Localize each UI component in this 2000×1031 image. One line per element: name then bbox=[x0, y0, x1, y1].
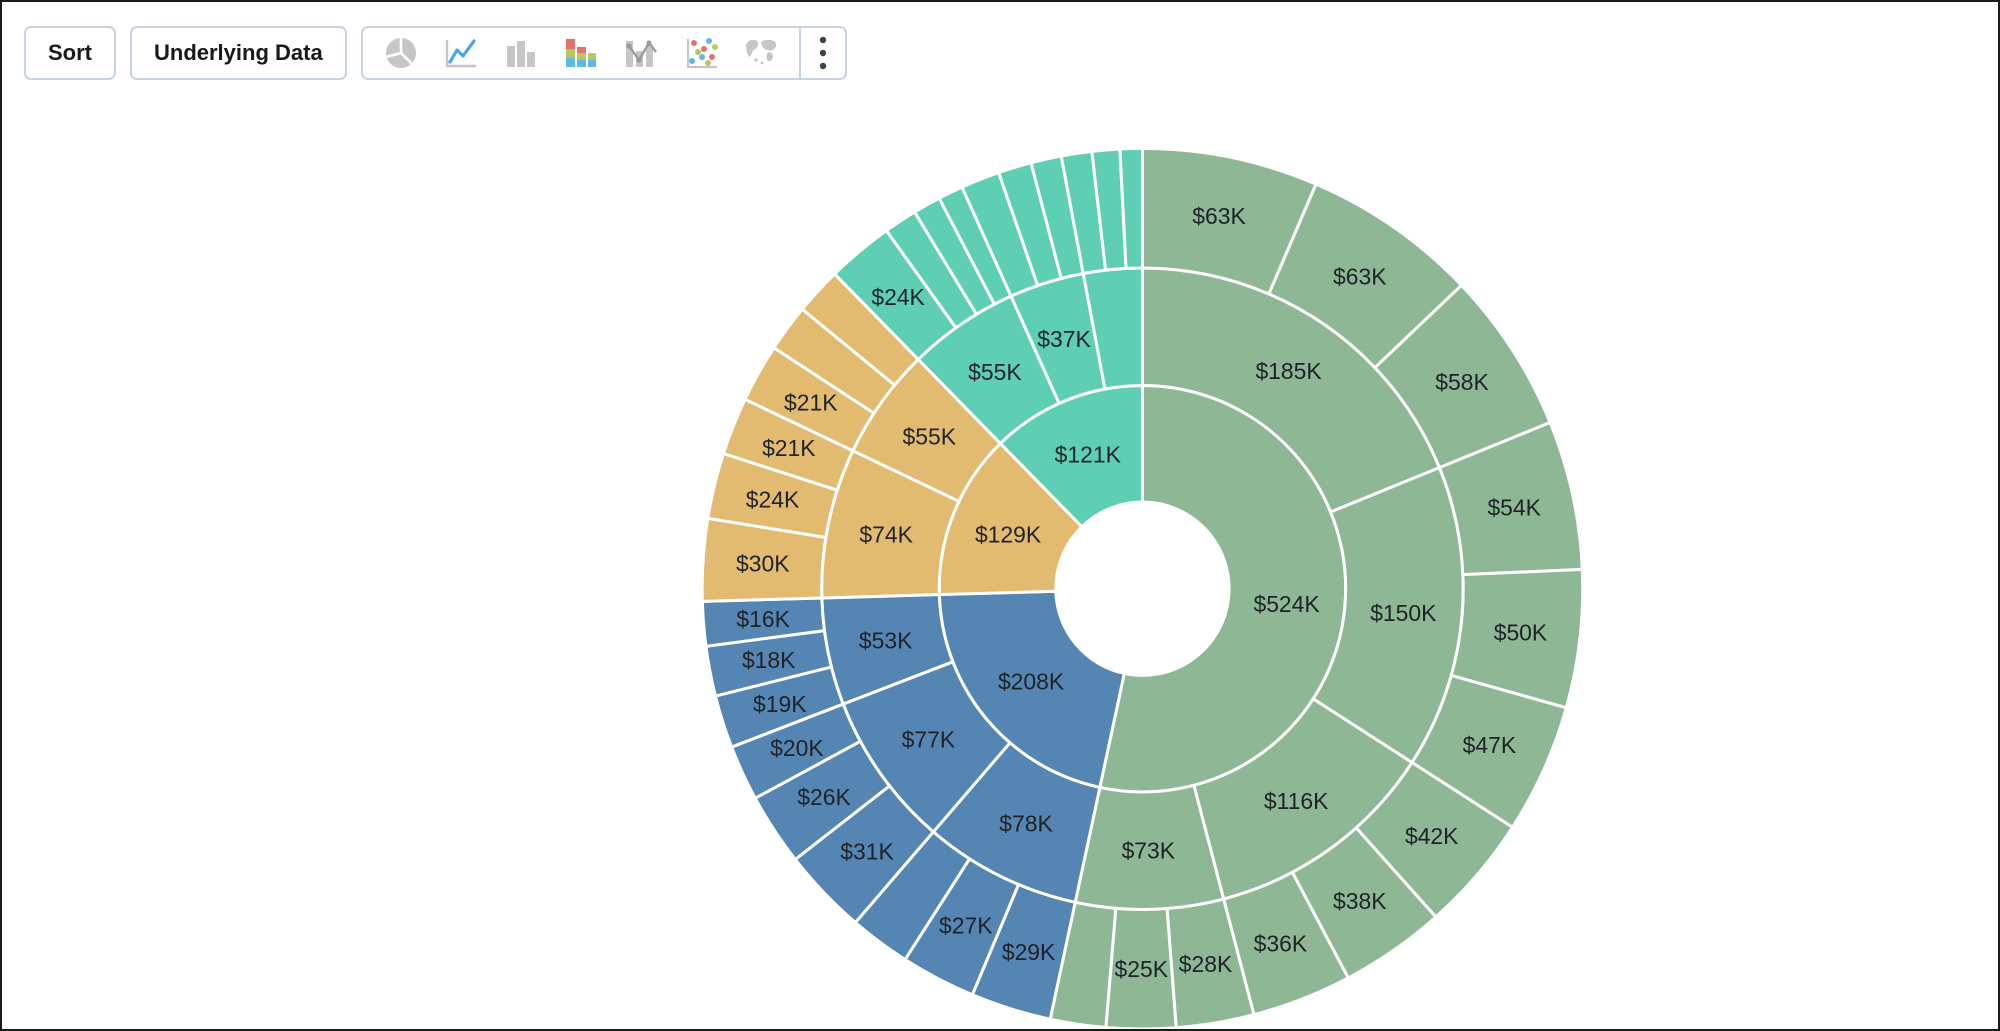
pie-chart-button[interactable] bbox=[379, 31, 423, 75]
scatter-plot-button[interactable] bbox=[679, 31, 723, 75]
scatter-plot-icon bbox=[686, 38, 718, 69]
toolbar: Sort Underlying Data bbox=[24, 26, 847, 80]
map-icon bbox=[745, 39, 776, 65]
stacked-column-chart-button[interactable] bbox=[559, 31, 603, 75]
bar-line-chart-icon bbox=[625, 40, 657, 67]
column-chart-icon bbox=[506, 41, 535, 67]
line-chart-button[interactable] bbox=[439, 31, 483, 75]
chart-type-switcher bbox=[360, 26, 847, 80]
pie-chart-icon bbox=[385, 38, 416, 68]
more-options-button[interactable] bbox=[798, 28, 845, 78]
stacked-column-chart-icon bbox=[565, 39, 596, 67]
chart-type-icon-row bbox=[363, 28, 799, 78]
map-button[interactable] bbox=[739, 31, 783, 75]
sunburst-slice-level3[interactable] bbox=[1104, 906, 1178, 1029]
column-chart-button[interactable] bbox=[499, 31, 543, 75]
sunburst-slice-level3[interactable] bbox=[1118, 146, 1144, 270]
bar-line-chart-button[interactable] bbox=[619, 31, 663, 75]
line-chart-icon bbox=[445, 39, 476, 68]
sort-button[interactable]: Sort bbox=[24, 26, 116, 80]
kebab-menu-icon bbox=[819, 36, 826, 70]
underlying-data-button[interactable]: Underlying Data bbox=[130, 26, 347, 80]
